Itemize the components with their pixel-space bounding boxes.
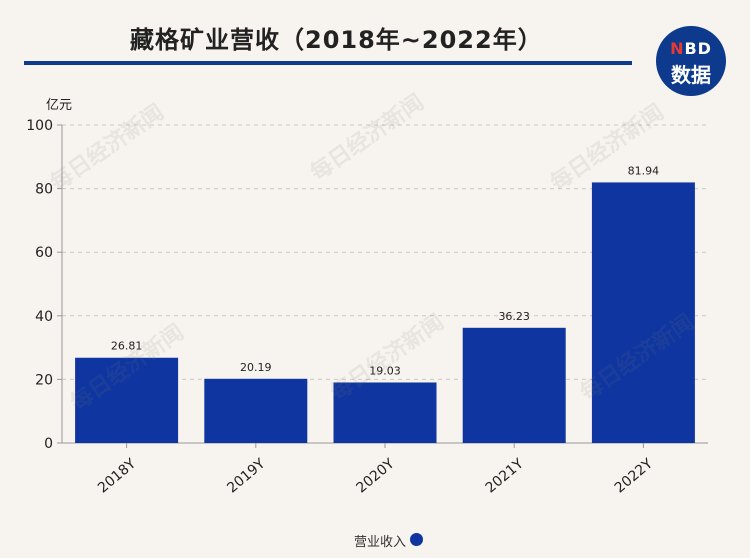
bar-value-label: 26.81	[111, 340, 143, 353]
bar	[333, 382, 437, 443]
bar	[75, 357, 179, 443]
bar	[591, 182, 695, 444]
legend: 营业收入	[0, 531, 750, 550]
bar-value-label: 19.03	[369, 364, 401, 377]
logo-text-n: N	[670, 39, 685, 58]
logo-text-bd: BD	[684, 39, 712, 58]
x-tick-label: 2020Y	[353, 456, 397, 497]
bar	[462, 327, 566, 443]
chart-title: 藏格矿业营收（2018年~2022年）	[130, 26, 543, 54]
bar-chart: 0 20 40 60 80 100 26.81 2018Y 20.19 2019Y 19.03 202…	[26, 118, 708, 497]
legend-series-marker	[410, 533, 423, 546]
bar	[204, 378, 308, 443]
y-tick-label: 100	[26, 118, 53, 134]
bar-value-label: 20.19	[240, 361, 272, 374]
x-tick-label: 2019Y	[224, 456, 268, 497]
y-tick-label: 60	[35, 245, 53, 261]
legend-series-label: 营业收入	[353, 535, 406, 550]
logo-text-data: 数据	[671, 63, 711, 87]
y-axis-unit-label: 亿元	[46, 98, 73, 113]
x-tick-label: 2022Y	[612, 456, 656, 497]
y-tick-label: 80	[35, 182, 53, 198]
y-tick-label: 20	[35, 372, 53, 388]
x-tick-label: 2021Y	[483, 456, 527, 497]
x-tick-label: 2018Y	[95, 456, 139, 497]
y-tick-label: 0	[44, 436, 53, 452]
bar-value-label: 36.23	[498, 310, 530, 323]
title-underline	[24, 61, 632, 65]
bar-value-label: 81.94	[628, 164, 660, 177]
nbd-logo: NBD 数据	[656, 26, 726, 96]
y-tick-label: 40	[35, 309, 53, 325]
